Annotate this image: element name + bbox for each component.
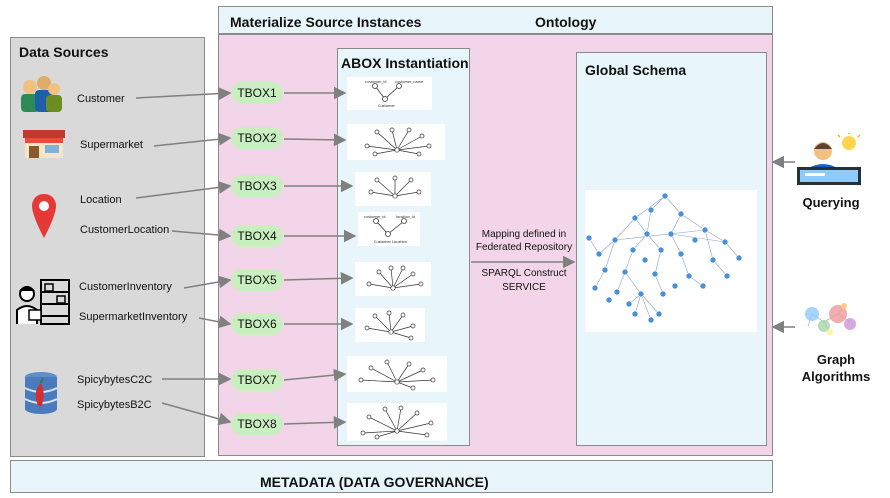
customer-icon (21, 76, 62, 112)
tbox-6: TBOX6 (231, 313, 283, 335)
source-label-supermarketinventory: SupermarketInventory (79, 311, 188, 323)
source-label-customerinventory: CustomerInventory (79, 281, 172, 293)
metadata-bar (10, 460, 773, 493)
ontology-title: Ontology (535, 14, 597, 30)
graph-algorithms-icon (805, 303, 856, 335)
querying-label: Querying (802, 195, 860, 210)
mapping-text-line2: Federated Repository (475, 242, 573, 253)
materialize-title: Materialize Source Instances (230, 14, 422, 30)
arrow-supermarketinventory (198, 315, 232, 329)
graph-algorithms-label-line1: Graph (816, 352, 856, 367)
arrow-tbox5 (283, 271, 354, 285)
source-label-location: Location (80, 194, 122, 206)
global-schema-graph (585, 190, 757, 332)
svg-text:customer_name: customer_name (395, 80, 423, 84)
source-label-customerlocation: CustomerLocation (80, 224, 170, 236)
graph-algorithms-label-line2: Algorithms (801, 369, 871, 384)
abox-title: ABOX Instantiation (341, 55, 469, 71)
arrow-location (135, 181, 232, 199)
source-label-supermarket: Supermarket (80, 139, 143, 151)
arrow-tbox8 (283, 415, 347, 429)
svg-text:location_id: location_id (396, 215, 415, 219)
mapping-text-line1: Mapping defined in (481, 229, 567, 240)
arrow-customerlocation (171, 228, 232, 242)
arrow-tbox2 (283, 133, 347, 147)
svg-text:customer_id: customer_id (364, 215, 385, 219)
ontology-header (218, 6, 773, 34)
global-schema-title: Global Schema (585, 62, 687, 78)
metadata-title: METADATA (DATA GOVERNANCE) (260, 474, 489, 490)
tbox-2: TBOX2 (231, 127, 283, 149)
abox-graph-3 (355, 172, 431, 206)
tbox-3: TBOX3 (231, 175, 283, 197)
arrow-customer (135, 87, 232, 100)
source-label-customer: Customer (77, 93, 125, 105)
tbox-5: TBOX5 (231, 269, 283, 291)
supermarket-icon (23, 130, 65, 158)
abox-graph-6 (355, 308, 425, 342)
svg-text:Customer Location: Customer Location (374, 240, 407, 244)
mapping-text-line4: SERVICE (502, 282, 546, 293)
svg-text:customer_id: customer_id (365, 80, 386, 84)
arrow-spicybytesb2c (161, 402, 232, 426)
arrow-supermarket (153, 132, 232, 147)
tbox-7: TBOX7 (231, 369, 283, 391)
svg-text:Customer: Customer (378, 104, 396, 108)
arrow-tbox7 (283, 368, 347, 382)
mapping-text-line3: SPARQL Construct (481, 268, 567, 279)
inventory-worker-icon (16, 279, 70, 325)
arrow-customerinventory (183, 275, 232, 289)
tbox-8: TBOX8 (231, 413, 283, 435)
querying-person-icon (797, 133, 861, 185)
abox-graph-2 (347, 124, 445, 160)
abox-graph-5 (355, 262, 431, 296)
tbox-4: TBOX4 (231, 225, 283, 247)
data-sources-title: Data Sources (19, 44, 109, 60)
abox-graph-7 (347, 356, 447, 392)
abox-graph-4: customer_id location_id Customer Locatio… (358, 212, 420, 246)
abox-graph-8 (347, 403, 447, 441)
source-label-spicybytesb2c: SpicybytesB2C (77, 399, 152, 411)
location-pin-icon (32, 194, 56, 238)
abox-graph-1: customer_id customer_name Customer (347, 77, 432, 110)
source-label-spicybytesc2c: SpicybytesC2C (77, 374, 153, 386)
tbox-1: TBOX1 (231, 82, 283, 104)
database-icon (24, 372, 58, 414)
